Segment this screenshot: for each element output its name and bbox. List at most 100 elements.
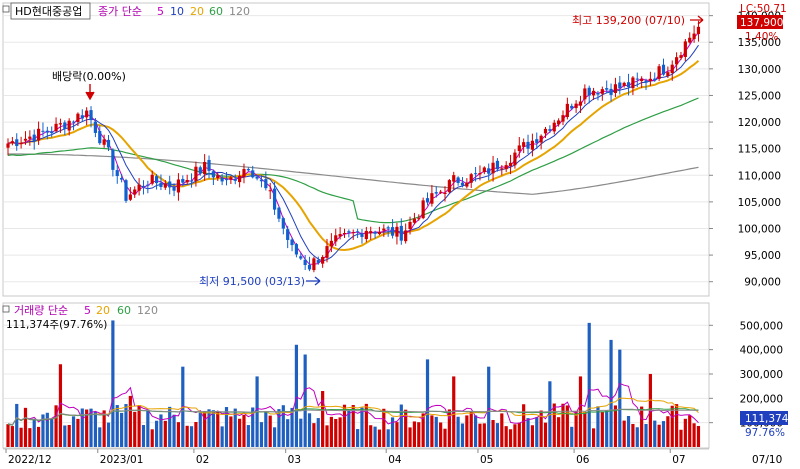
volume-bar <box>421 413 425 447</box>
candle-body <box>255 176 259 179</box>
candle-body <box>246 169 250 171</box>
candle-body <box>561 115 565 122</box>
volume-bar <box>517 422 521 447</box>
candle-body <box>224 179 229 181</box>
volume-legend-toggle-icon[interactable] <box>2 305 10 313</box>
volume-bar <box>526 418 530 447</box>
volume-bar <box>80 408 84 447</box>
volume-bar <box>176 422 181 447</box>
candle-body <box>574 103 578 109</box>
legend-toggle-icon[interactable] <box>2 5 10 13</box>
volume-bar <box>137 405 141 447</box>
date-axis: 2022/12 2023/01 02 03 04 05 06 07 07/10 <box>3 448 782 466</box>
candle-body <box>666 72 670 77</box>
candle-body <box>242 169 246 178</box>
candle-body <box>456 177 460 183</box>
volume-bar <box>377 429 382 447</box>
volume-bar <box>434 416 438 447</box>
candle-body <box>268 190 272 192</box>
candle-body <box>159 182 163 187</box>
volume-bar <box>404 409 408 447</box>
volume-bar <box>508 429 513 447</box>
volume-bar <box>661 421 666 447</box>
volume-bar <box>609 339 613 447</box>
candle-body <box>15 139 19 147</box>
price-tick-label: 135,000 <box>738 37 781 49</box>
volume-bar <box>351 405 355 447</box>
volume-bar <box>473 415 478 447</box>
candle-body <box>587 87 591 96</box>
candle-body <box>670 64 674 74</box>
candle-body <box>465 182 469 187</box>
candle-body <box>299 256 303 259</box>
volume-bar <box>36 426 41 447</box>
candle-body <box>316 260 320 263</box>
candle-body <box>482 167 486 173</box>
volume-bar <box>185 425 189 447</box>
candle-body <box>93 121 97 133</box>
ma20-line <box>7 59 700 252</box>
candle-body <box>373 231 377 234</box>
candle-body <box>67 120 71 131</box>
volume-bar <box>565 405 569 447</box>
candle-body <box>635 78 639 80</box>
volume-bar <box>456 416 460 447</box>
candle-body <box>281 218 285 229</box>
volume-bar <box>120 412 124 447</box>
candle-body <box>233 179 237 181</box>
candle-body <box>154 176 159 184</box>
candle-body <box>338 233 342 237</box>
volume-bar <box>211 410 215 447</box>
volume-bar <box>286 419 290 447</box>
price-tick-label: 90,000 <box>744 277 781 289</box>
candle-body <box>238 175 242 183</box>
candle-body <box>491 162 495 174</box>
volume-bar <box>45 412 49 447</box>
volume-bar <box>321 391 325 447</box>
volume-bar <box>102 410 106 447</box>
volume-bar <box>412 421 417 447</box>
candle-body <box>211 171 215 178</box>
volume-bar <box>10 426 14 447</box>
volume-bar <box>128 395 132 447</box>
volume-bar <box>338 417 342 447</box>
ticker-box[interactable] <box>10 2 91 20</box>
volume-bar <box>683 418 687 447</box>
candle-body <box>307 264 312 270</box>
volume-bar <box>500 413 504 447</box>
volume-bar <box>430 415 434 447</box>
volume-ma5-line <box>7 382 699 426</box>
candle-body <box>517 145 521 152</box>
candle-body <box>395 226 399 237</box>
candle-body <box>23 138 28 141</box>
volume-bar <box>644 423 648 447</box>
low-arrow-icon <box>306 276 321 286</box>
price-tick-label: 100,000 <box>738 223 781 235</box>
volume-bar <box>224 407 229 447</box>
candle-body <box>600 89 604 94</box>
volume-bar <box>294 344 299 447</box>
candle-body <box>194 166 198 181</box>
date-tick-label: 02 <box>196 454 209 466</box>
candle-body <box>648 78 652 82</box>
candle-body <box>679 55 683 58</box>
candle-body <box>6 143 10 148</box>
volume-bar <box>189 426 194 447</box>
volume-bar <box>207 409 211 447</box>
volume-bar <box>154 420 159 447</box>
volume-bar <box>578 376 583 447</box>
volume-bar <box>89 408 93 447</box>
volume-bar <box>561 403 565 447</box>
volume-bar <box>657 424 661 447</box>
volume-summary: 111,374주(97.76%) <box>6 319 107 331</box>
volume-legend-ma60: 60 <box>117 304 131 317</box>
candle-body <box>591 90 596 96</box>
volume-bar <box>312 423 316 447</box>
candle-body <box>141 185 146 187</box>
volume-bar <box>41 414 45 447</box>
candle-body <box>452 175 456 182</box>
volume-bar <box>203 410 207 447</box>
candle-body <box>622 82 626 86</box>
candle-body <box>640 78 644 82</box>
